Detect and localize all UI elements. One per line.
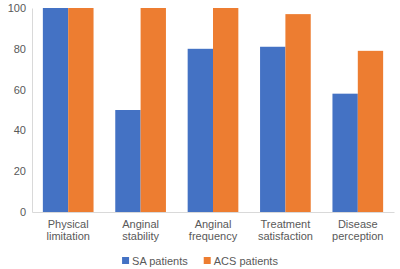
- bar: [260, 47, 285, 212]
- y-tick-label: 0: [20, 206, 26, 218]
- x-tick: Anginalfrequency: [189, 212, 238, 242]
- y-tick: 60: [14, 84, 32, 96]
- y-tick-label: 20: [14, 165, 26, 177]
- legend-label: SA patients: [132, 255, 188, 267]
- bar: [115, 110, 140, 212]
- x-tick-label-line: limitation: [46, 230, 89, 242]
- chart: 020406080100PhysicallimitationAnginalsta…: [0, 0, 400, 269]
- y-tick: 20: [14, 165, 32, 177]
- y-tick-label: 40: [14, 124, 26, 136]
- bar: [213, 8, 238, 212]
- x-tick: Anginalstability: [122, 212, 159, 242]
- x-tick-label-line: Disease: [338, 218, 378, 230]
- y-tick: 80: [14, 43, 32, 55]
- x-tick-label: Anginalstability: [122, 218, 159, 242]
- legend-label: ACS patients: [214, 255, 279, 267]
- bar: [141, 8, 166, 212]
- x-tick-label-line: Treatment: [261, 218, 311, 230]
- legend: SA patients ACS patients: [122, 255, 278, 267]
- x-axis-line: [33, 212, 395, 213]
- x-tick-label-line: Anginal: [122, 218, 159, 230]
- bar: [358, 51, 383, 212]
- legend-item: SA patients: [122, 255, 188, 267]
- bar: [188, 49, 213, 212]
- bars: [43, 8, 383, 212]
- x-axis: PhysicallimitationAnginalstabilityAngina…: [33, 212, 395, 242]
- x-tick: Physicallimitation: [46, 212, 89, 242]
- x-tick-label: Anginalfrequency: [189, 218, 238, 242]
- x-tick-label-line: satisfaction: [258, 230, 313, 242]
- y-tick: 40: [14, 124, 32, 136]
- y-tick-label: 60: [14, 84, 26, 96]
- x-tick: Treatmentsatisfaction: [258, 212, 313, 242]
- x-tick-label-line: stability: [122, 230, 159, 242]
- x-tick-label-line: Physical: [48, 218, 89, 230]
- x-tick-label-line: perception: [332, 230, 383, 242]
- bar: [332, 94, 357, 212]
- legend-item: ACS patients: [204, 255, 279, 267]
- x-tick-label-line: Anginal: [195, 218, 232, 230]
- x-tick-label-line: frequency: [189, 230, 238, 242]
- y-tick-label: 80: [14, 43, 26, 55]
- y-tick: 100: [8, 2, 32, 14]
- y-axis-line: [32, 9, 33, 213]
- y-tick-label: 100: [8, 2, 26, 14]
- bar: [68, 8, 93, 212]
- legend-swatch: [122, 257, 129, 264]
- legend-swatch: [204, 257, 211, 264]
- plot: 020406080100PhysicallimitationAnginalsta…: [8, 2, 395, 242]
- x-tick-label: Diseaseperception: [332, 218, 383, 242]
- x-tick-label: Physicallimitation: [46, 218, 89, 242]
- y-axis: 0 20 40 60 80 100: [8, 2, 33, 218]
- bar: [285, 14, 310, 212]
- x-tick-label: Treatmentsatisfaction: [258, 218, 313, 242]
- bar: [43, 8, 68, 212]
- y-tick: 0: [20, 206, 32, 218]
- x-tick: Diseaseperception: [332, 212, 383, 242]
